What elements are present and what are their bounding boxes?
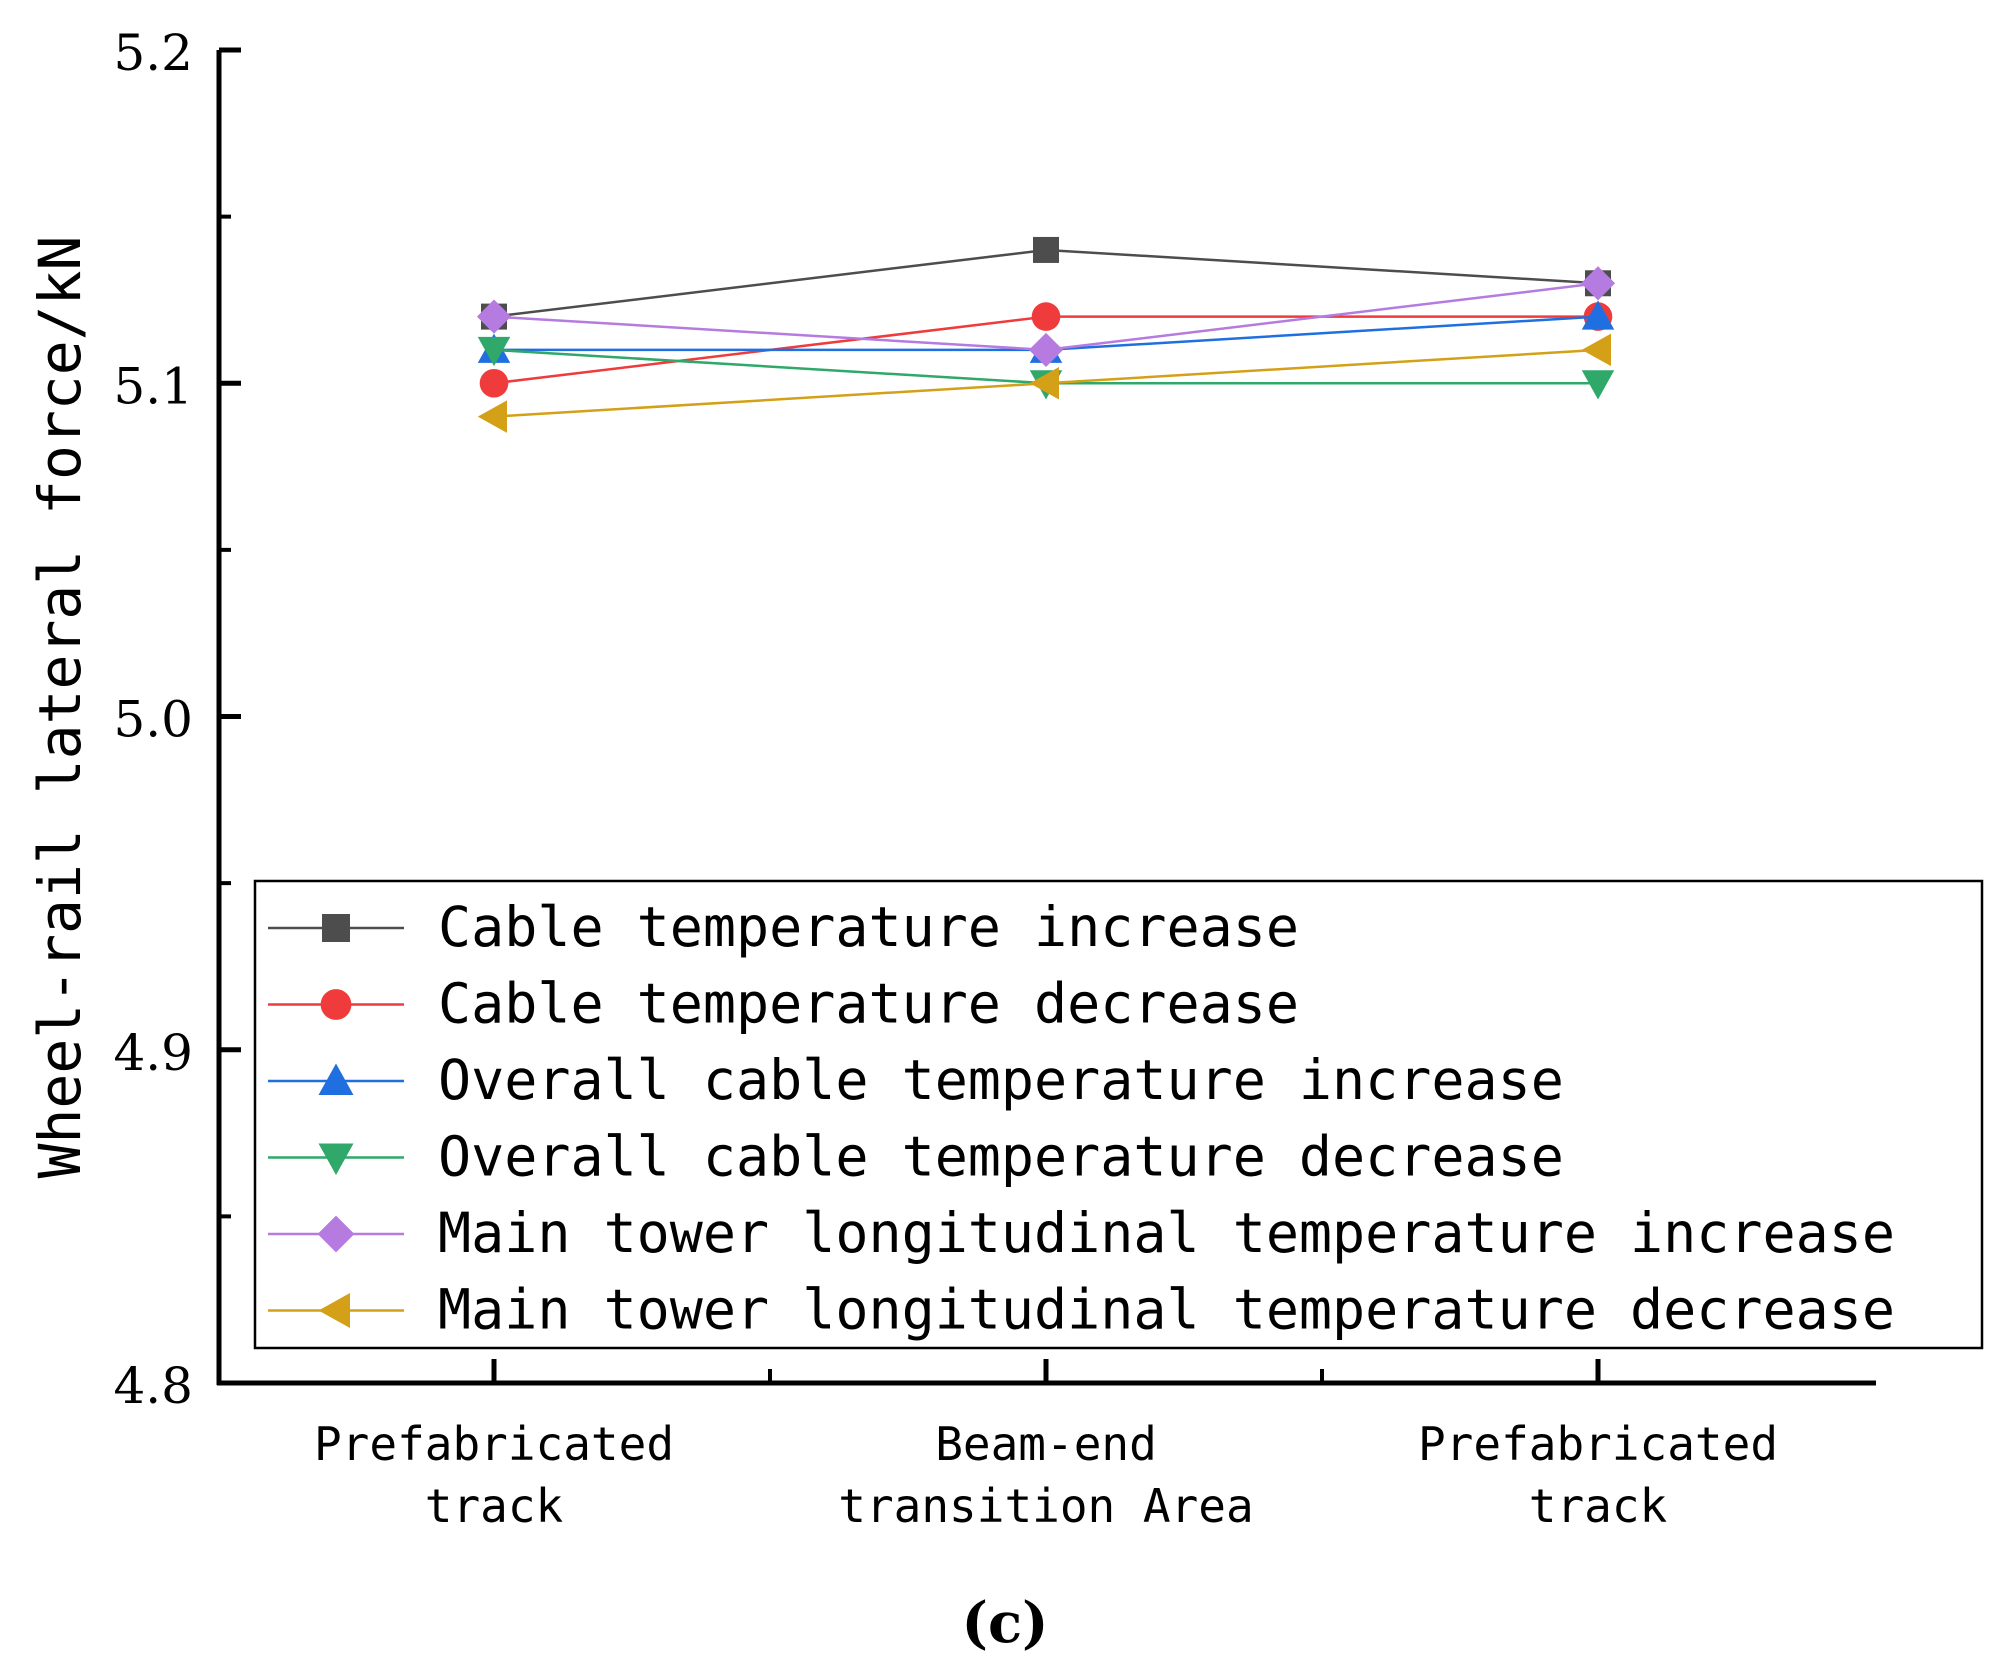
legend-label: Main tower longitudinal temperature decr…	[438, 1278, 1895, 1342]
data-point	[1581, 370, 1615, 400]
series-layer	[476, 236, 1616, 433]
y-tick-label: 5.1	[113, 357, 193, 415]
x-tick-label: Beam-end	[935, 1417, 1157, 1471]
data-point	[1031, 302, 1061, 331]
legend-item: Main tower longitudinal temperature decr…	[268, 1278, 1895, 1342]
legend-marker	[317, 1215, 355, 1253]
legend-item: Overall cable temperature decrease	[268, 1125, 1564, 1189]
data-point	[1581, 333, 1611, 367]
legend-marker	[318, 1293, 350, 1328]
legend-label: Cable temperature decrease	[438, 972, 1299, 1036]
x-tick-label: track	[425, 1479, 563, 1533]
y-tick-label: 4.9	[113, 1024, 193, 1082]
legend-label: Cable temperature increase	[438, 895, 1299, 959]
x-tick-label: Prefabricated	[1418, 1417, 1778, 1471]
data-point	[1028, 332, 1064, 367]
series-5	[476, 266, 1616, 367]
series-6	[477, 333, 1611, 433]
x-tick-label: track	[1529, 1479, 1667, 1533]
y-tick-label: 5.2	[113, 24, 193, 82]
y-tick-label: 5.0	[113, 691, 193, 749]
legend-label: Overall cable temperature increase	[438, 1048, 1564, 1112]
legend-marker	[322, 914, 350, 942]
legend-marker	[320, 989, 352, 1020]
x-tick-label: Prefabricated	[314, 1417, 674, 1471]
x-tick-label: transition Area	[838, 1479, 1253, 1533]
legend: Cable temperature increase Cable temperat…	[253, 879, 1984, 1350]
legend-marker	[318, 1063, 354, 1095]
legend-frame	[253, 879, 1984, 1350]
data-point	[1581, 300, 1615, 330]
legend-item: Cable temperature increase	[268, 895, 1299, 959]
data-point	[1033, 236, 1059, 263]
y-tick-label: 4.8	[113, 1357, 193, 1415]
legend-item: Cable temperature decrease	[268, 972, 1299, 1036]
legend-label: Overall cable temperature decrease	[438, 1125, 1564, 1189]
data-point	[477, 336, 511, 367]
panel-label: (c)	[961, 1590, 1048, 1656]
legend-label: Main tower longitudinal temperature incr…	[438, 1201, 1895, 1265]
legend-item: Main tower longitudinal temperature incr…	[268, 1201, 1895, 1265]
data-point	[477, 400, 507, 433]
legend-item: Overall cable temperature increase	[268, 1048, 1564, 1112]
y-axis-label: Wheel-rail lateral force/kN	[26, 236, 94, 1179]
axes: 4.8 4.9 5.0 5.1 5.2 Prefabricated track Beam-en…	[113, 24, 1876, 1533]
data-point	[479, 368, 509, 398]
legend-marker	[318, 1143, 354, 1175]
data-point	[476, 299, 512, 334]
data-point	[1580, 266, 1616, 301]
data-point	[1029, 367, 1059, 400]
